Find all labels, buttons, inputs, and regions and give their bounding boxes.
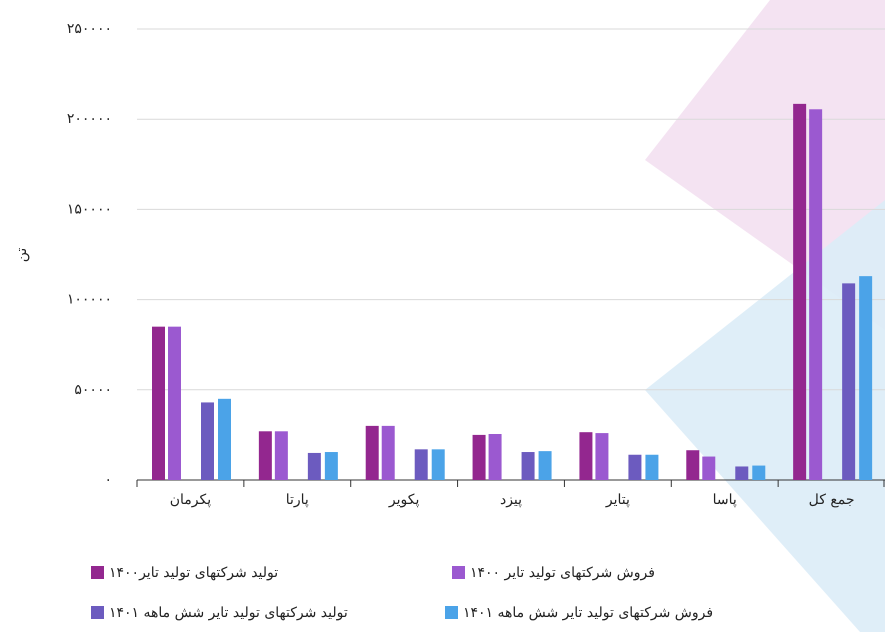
x-tick-label: پارتا [286, 492, 309, 508]
bar [752, 465, 766, 480]
bar [201, 402, 214, 480]
bar [628, 454, 642, 480]
y-axis-label: تن [14, 248, 30, 263]
legend-label: فروش شرکتهای تولید تایر ۱۴۰۰ [470, 565, 655, 581]
x-tick-label: جمع کل [809, 492, 855, 508]
bar [274, 431, 288, 480]
x-tick-label: پیزد [500, 492, 522, 508]
bar [381, 425, 395, 480]
legend-swatch [452, 566, 465, 579]
legend-swatch [445, 606, 458, 619]
bar [152, 326, 165, 480]
y-tick-label: ۵۰۰۰۰ [74, 382, 112, 398]
y-tick-label: ۱۵۰۰۰۰ [67, 201, 112, 217]
y-tick-label: ۲۵۰۰۰۰ [67, 21, 112, 37]
bar [579, 432, 593, 480]
y-tick-label: ۰ [104, 472, 112, 488]
bar [702, 456, 716, 480]
x-tick-label: پکویر [388, 492, 420, 508]
bar [365, 425, 379, 480]
y-tick-label: ۲۰۰۰۰۰ [67, 111, 112, 127]
bar [414, 449, 428, 480]
bar [735, 466, 749, 480]
bar [842, 283, 856, 480]
legend-label: تولید شرکتهای تولید تایر شش ماهه ۱۴۰۱ [109, 605, 348, 621]
y-tick-label: ۱۰۰۰۰۰ [67, 292, 112, 308]
bar [645, 454, 659, 480]
bar [307, 452, 321, 480]
bar [324, 452, 338, 480]
bar [809, 109, 823, 480]
bar [521, 452, 535, 480]
bar [218, 398, 231, 480]
bar [258, 431, 272, 480]
decor-blue [645, 200, 885, 632]
bar [431, 449, 445, 480]
legend-label: فروش شرکتهای تولید تایر شش ماهه ۱۴۰۱ [463, 605, 713, 621]
bar [168, 326, 181, 480]
x-tick-label: پاسا [713, 492, 737, 508]
bar [538, 451, 552, 480]
bar [686, 450, 700, 480]
bar [595, 433, 609, 480]
bar [793, 103, 807, 480]
bar [859, 276, 873, 480]
legend-swatch [91, 566, 104, 579]
legend-label: تولید شرکتهای تولید تایر۱۴۰۰ [109, 565, 278, 581]
bar [488, 433, 502, 480]
legend-swatch [91, 606, 104, 619]
bar [472, 434, 486, 480]
x-tick-label: پکرمان [170, 492, 212, 508]
x-tick-label: پتایر [605, 492, 630, 508]
